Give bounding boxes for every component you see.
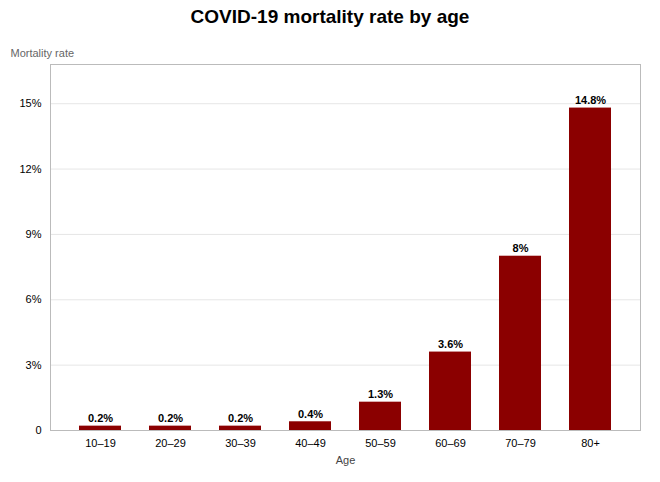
svg-text:50–59: 50–59	[365, 437, 396, 449]
svg-text:14.8%: 14.8%	[575, 94, 606, 106]
svg-text:8%: 8%	[513, 242, 529, 254]
svg-text:40–49: 40–49	[295, 437, 326, 449]
svg-text:30–39: 30–39	[225, 437, 256, 449]
svg-text:20–29: 20–29	[155, 437, 186, 449]
svg-text:3%: 3%	[26, 359, 42, 371]
svg-text:0: 0	[35, 424, 41, 436]
svg-text:10–19: 10–19	[85, 437, 116, 449]
svg-text:0.2%: 0.2%	[88, 412, 113, 424]
svg-text:15%: 15%	[19, 97, 41, 109]
svg-text:0.2%: 0.2%	[158, 412, 183, 424]
svg-text:9%: 9%	[26, 228, 42, 240]
svg-text:0.2%: 0.2%	[228, 412, 253, 424]
svg-text:6%: 6%	[26, 293, 42, 305]
svg-text:Mortality rate: Mortality rate	[11, 47, 75, 59]
svg-text:0.4%: 0.4%	[298, 408, 323, 420]
svg-text:80+: 80+	[581, 437, 600, 449]
svg-text:3.6%: 3.6%	[438, 338, 463, 350]
svg-text:60–69: 60–69	[435, 437, 466, 449]
svg-text:70–79: 70–79	[505, 437, 536, 449]
html-text:COVID-19 mortality rate by age: COVID-19 mortality rate by age	[190, 6, 470, 27]
svg-text:1.3%: 1.3%	[368, 388, 393, 400]
svg-text:Age: Age	[336, 454, 356, 466]
svg-text:12%: 12%	[19, 163, 41, 175]
